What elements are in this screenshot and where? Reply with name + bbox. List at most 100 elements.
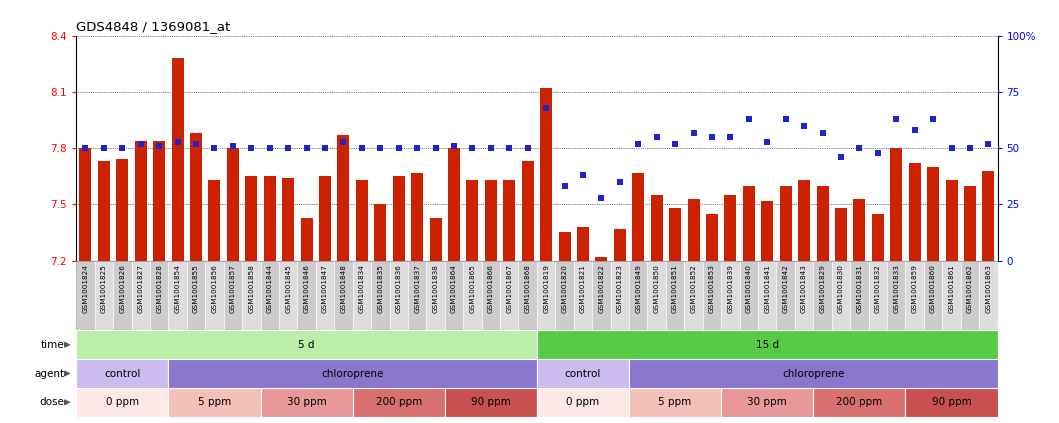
Bar (834, 208, 847, 261)
Point (280, 145, 297, 151)
Bar (168, 359, 537, 388)
Bar (813, 261, 831, 330)
Text: GSM1001825: GSM1001825 (101, 264, 107, 313)
Bar (555, 261, 574, 330)
Text: GSM1001829: GSM1001829 (820, 264, 826, 313)
Text: 90 ppm: 90 ppm (932, 397, 971, 407)
Bar (335, 261, 353, 330)
Text: GSM1001832: GSM1001832 (875, 264, 881, 313)
Text: GSM1001840: GSM1001840 (746, 264, 752, 313)
Bar (666, 261, 684, 330)
Point (427, 145, 444, 151)
Text: GSM1001862: GSM1001862 (967, 264, 973, 313)
Text: GSM1001828: GSM1001828 (156, 264, 162, 313)
Bar (519, 261, 537, 330)
Bar (629, 388, 721, 417)
Bar (316, 261, 335, 330)
Text: 200 ppm: 200 ppm (376, 397, 421, 407)
Bar (961, 261, 980, 330)
Point (225, 143, 241, 149)
Point (758, 138, 775, 145)
Text: GSM1001835: GSM1001835 (377, 264, 383, 313)
Text: GSM1001821: GSM1001821 (580, 264, 586, 313)
Bar (706, 214, 718, 261)
Point (501, 145, 518, 151)
Bar (776, 261, 795, 330)
Bar (448, 148, 460, 261)
Point (962, 145, 979, 151)
Point (114, 145, 131, 151)
Bar (411, 173, 424, 261)
Text: control: control (564, 368, 602, 379)
Bar (909, 163, 920, 261)
Bar (868, 261, 887, 330)
Text: GSM1001826: GSM1001826 (120, 264, 125, 313)
Bar (205, 261, 223, 330)
Bar (887, 261, 905, 330)
Text: 0 ppm: 0 ppm (106, 397, 139, 407)
Bar (243, 261, 261, 330)
Text: GSM1001864: GSM1001864 (451, 264, 457, 313)
Bar (721, 388, 813, 417)
Point (372, 145, 389, 151)
Point (703, 134, 720, 140)
Bar (261, 261, 279, 330)
Bar (905, 388, 998, 417)
Text: GSM1001847: GSM1001847 (322, 264, 328, 313)
Point (907, 127, 923, 134)
Point (299, 145, 316, 151)
Bar (227, 148, 239, 261)
Bar (614, 229, 626, 261)
Bar (374, 204, 387, 261)
Text: GSM1001836: GSM1001836 (396, 264, 401, 313)
Text: GSM1001833: GSM1001833 (893, 264, 899, 313)
Bar (669, 208, 681, 261)
Text: GSM1001834: GSM1001834 (359, 264, 365, 313)
Text: GSM1001822: GSM1001822 (598, 264, 605, 313)
Bar (537, 330, 998, 359)
Text: GSM1001843: GSM1001843 (801, 264, 807, 313)
Text: GSM1001867: GSM1001867 (506, 264, 513, 313)
Text: GSM1001846: GSM1001846 (304, 264, 309, 313)
Text: GSM1001861: GSM1001861 (949, 264, 954, 313)
Text: chloroprene: chloroprene (322, 368, 383, 379)
Point (851, 145, 868, 151)
Text: 15 d: 15 d (756, 340, 778, 350)
Text: GSM1001854: GSM1001854 (175, 264, 181, 313)
Bar (76, 261, 94, 330)
Text: 5 d: 5 d (299, 340, 315, 350)
Text: GSM1001856: GSM1001856 (212, 264, 217, 313)
Bar (721, 261, 739, 330)
Bar (872, 214, 884, 261)
Bar (687, 199, 700, 261)
Bar (891, 148, 902, 261)
Text: control: control (104, 368, 141, 379)
Point (243, 145, 259, 151)
Text: GSM1001823: GSM1001823 (616, 264, 623, 313)
Bar (261, 388, 353, 417)
Bar (485, 180, 497, 261)
Point (869, 149, 886, 156)
Text: GSM1001853: GSM1001853 (708, 264, 715, 313)
Text: GSM1001844: GSM1001844 (267, 264, 273, 313)
Bar (282, 178, 294, 261)
Bar (632, 173, 644, 261)
Bar (76, 330, 537, 359)
Text: dose: dose (39, 397, 65, 407)
Point (390, 145, 407, 151)
Text: GSM1001831: GSM1001831 (857, 264, 862, 313)
Bar (466, 180, 479, 261)
Text: chloroprene: chloroprene (783, 368, 844, 379)
Bar (223, 261, 243, 330)
Point (685, 129, 702, 136)
Bar (813, 388, 905, 417)
Point (575, 172, 592, 179)
Text: GSM1001868: GSM1001868 (524, 264, 531, 313)
Bar (816, 186, 828, 261)
Bar (798, 180, 810, 261)
Bar (408, 261, 427, 330)
Point (354, 145, 371, 151)
Bar (186, 261, 205, 330)
Point (483, 145, 500, 151)
Bar (684, 261, 703, 330)
